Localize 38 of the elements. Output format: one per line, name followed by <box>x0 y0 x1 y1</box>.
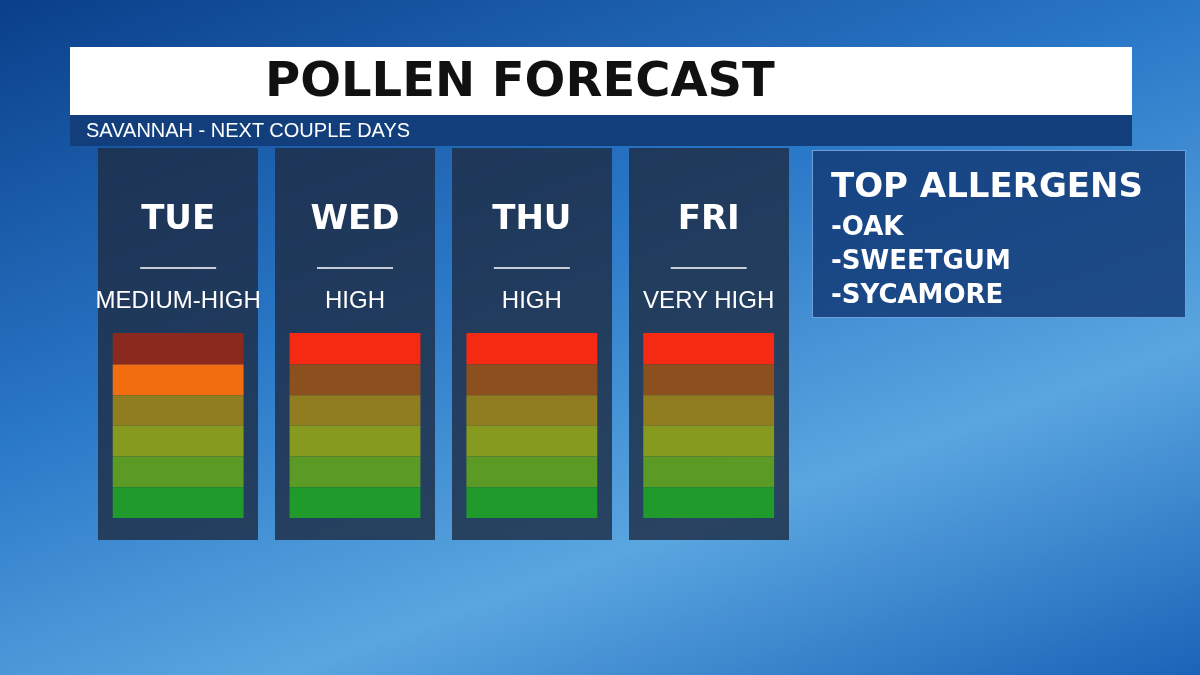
bar <box>112 487 244 518</box>
bar <box>643 395 775 426</box>
bar <box>466 395 598 426</box>
chart-title: POLLEN FORECAST <box>265 51 775 107</box>
bar <box>112 456 244 488</box>
bar <box>643 425 775 457</box>
x-tick-label: WED <box>310 197 400 238</box>
bar <box>289 487 421 518</box>
bar <box>112 333 244 365</box>
x-tick-label: TUE <box>141 197 216 238</box>
x-tick-label: THU <box>492 197 572 238</box>
chart-subtitle: SAVANNAH - NEXT COUPLE DAYS <box>70 115 1132 146</box>
bar <box>289 333 421 365</box>
text: HIGH <box>325 285 385 313</box>
bar <box>643 456 775 488</box>
bar <box>643 333 775 365</box>
text: HIGH <box>501 285 562 313</box>
bar <box>466 333 598 365</box>
bar <box>466 456 598 488</box>
bar <box>289 364 421 396</box>
bar <box>643 364 775 396</box>
bar <box>112 395 244 426</box>
text: -SWEETGUM <box>831 244 1012 277</box>
bar <box>466 425 598 457</box>
x-tick-label: FRI <box>677 197 740 238</box>
bar <box>643 487 775 518</box>
bar <box>289 425 421 457</box>
bar <box>466 364 598 396</box>
text: -SYCAMORE <box>831 278 1005 311</box>
text: VERY HIGH <box>643 285 775 313</box>
bar <box>466 487 598 518</box>
text: MEDIUM-HIGH <box>95 285 261 313</box>
bar <box>289 456 421 488</box>
bar <box>112 425 244 457</box>
bar <box>112 364 244 396</box>
text: -OAK <box>831 210 905 243</box>
bar <box>289 395 421 426</box>
text: TOP ALLERGENS <box>831 164 1144 207</box>
